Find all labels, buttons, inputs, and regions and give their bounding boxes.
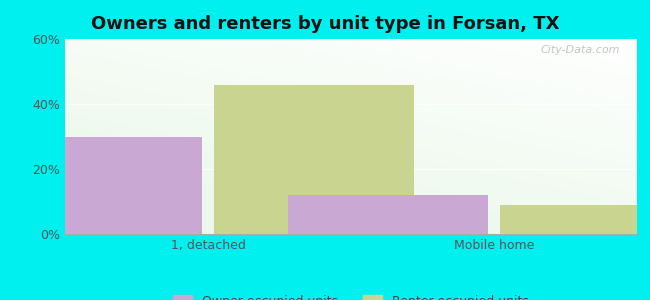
- Bar: [214, 85, 414, 234]
- Text: City-Data.com: City-Data.com: [540, 45, 620, 55]
- Bar: [2, 136, 202, 234]
- Legend: Owner occupied units, Renter occupied units: Owner occupied units, Renter occupied un…: [174, 295, 528, 300]
- Text: Owners and renters by unit type in Forsan, TX: Owners and renters by unit type in Forsa…: [91, 15, 559, 33]
- Bar: [288, 195, 488, 234]
- Bar: [500, 205, 650, 234]
